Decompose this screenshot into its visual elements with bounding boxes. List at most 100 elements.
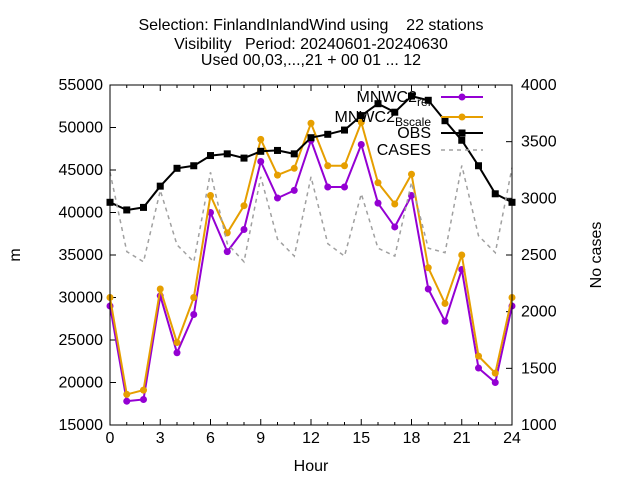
y2-tick-label: 4000 <box>521 77 557 94</box>
series-1 <box>106 118 516 398</box>
chart-title: Selection: FinlandInlandWind using 22 st… <box>138 17 483 69</box>
data-point <box>274 171 281 179</box>
x-tick-label: 9 <box>256 430 265 447</box>
data-point <box>140 386 147 394</box>
data-point <box>190 294 198 301</box>
x-tick-label: 18 <box>403 430 421 447</box>
data-point <box>223 150 231 158</box>
y2-tick-label: 2000 <box>521 304 557 321</box>
data-point <box>274 194 281 202</box>
y2-tick-label: 3000 <box>521 190 557 207</box>
y2-tick-label: 2500 <box>521 247 557 264</box>
title-line-1: Selection: FinlandInlandWind using 22 st… <box>138 17 483 34</box>
data-point <box>475 364 482 372</box>
data-point <box>458 136 466 144</box>
data-point <box>240 202 248 210</box>
data-point <box>408 192 415 199</box>
data-point <box>257 147 265 155</box>
legend-marker <box>458 113 466 121</box>
data-point <box>341 183 348 191</box>
data-point <box>290 186 298 194</box>
data-point <box>190 162 198 170</box>
title-line-3: Used 00,03,...,21 + 00 01 ... 12 <box>201 52 421 69</box>
data-point <box>491 379 499 386</box>
data-point <box>424 264 432 272</box>
y-tick-label: 30000 <box>59 290 104 307</box>
series-layer <box>106 92 516 405</box>
data-point <box>190 311 198 318</box>
y2-tick-label: 1500 <box>521 360 557 377</box>
data-point <box>441 117 449 125</box>
data-point <box>424 96 432 104</box>
data-point <box>123 206 131 214</box>
legend-label: OBS <box>397 125 431 142</box>
data-point <box>357 141 365 148</box>
y-tick-label: 55000 <box>59 77 104 94</box>
y-tick-label: 25000 <box>59 332 104 349</box>
y-tick-label: 35000 <box>59 247 104 264</box>
y2-tick-label: 3500 <box>521 134 557 151</box>
tick-labels: 0 3 6 9 12 15 18 21 24 15000 20000 25000 30000 35000 4… <box>59 77 557 447</box>
plot-frame <box>109 84 513 426</box>
x-tick-label: 24 <box>503 430 521 447</box>
data-point <box>475 162 482 170</box>
data-point <box>156 182 164 190</box>
data-point <box>374 199 382 207</box>
y-tick-label: 15000 <box>59 417 104 434</box>
data-point <box>123 397 131 405</box>
data-point <box>441 299 449 307</box>
data-point <box>324 183 332 191</box>
y-tick-label: 40000 <box>59 205 104 222</box>
data-point <box>240 154 248 162</box>
data-point <box>257 135 265 143</box>
data-point <box>290 164 298 172</box>
legend-marker <box>458 93 466 101</box>
data-point <box>475 352 482 360</box>
data-point <box>424 285 432 293</box>
x-tick-label: 21 <box>453 430 471 447</box>
data-point <box>408 170 415 178</box>
data-point <box>173 339 181 347</box>
data-point <box>123 390 131 398</box>
data-point <box>240 226 248 233</box>
series-line <box>109 119 513 396</box>
title-line-2: Visibility Period: 20240601-20240630 <box>174 36 448 53</box>
data-point <box>408 92 415 100</box>
data-point <box>324 162 332 170</box>
data-point <box>341 162 348 170</box>
data-point <box>491 369 499 377</box>
legend-label: MNWC2ref <box>357 89 432 109</box>
data-point <box>223 248 231 256</box>
data-point <box>374 179 382 187</box>
y-tick-label: 50000 <box>59 120 104 137</box>
x-tick-label: 6 <box>206 430 215 447</box>
series-line <box>109 94 513 212</box>
series-2 <box>106 92 516 214</box>
data-point <box>140 396 147 403</box>
data-point <box>374 100 382 108</box>
x-tick-label: 12 <box>302 430 320 447</box>
data-point <box>257 158 265 165</box>
y-tick-label: 45000 <box>59 162 104 179</box>
series-line <box>109 165 513 264</box>
data-point <box>307 134 315 142</box>
y2-tick-label: 1000 <box>521 417 557 434</box>
data-point <box>207 192 214 199</box>
data-point <box>173 349 181 357</box>
data-point <box>140 203 147 211</box>
data-point <box>458 251 466 259</box>
data-point <box>324 130 332 138</box>
data-point <box>491 190 499 198</box>
data-point <box>357 112 365 120</box>
y-axis-label: m <box>7 248 24 261</box>
data-point <box>341 126 348 134</box>
series-3 <box>109 165 513 264</box>
data-point <box>156 285 164 293</box>
legend-label-subscript: Bscale <box>395 115 431 129</box>
data-point <box>391 200 399 208</box>
y-tick-label: 20000 <box>59 375 104 392</box>
data-point <box>391 223 399 231</box>
data-point <box>441 317 449 325</box>
